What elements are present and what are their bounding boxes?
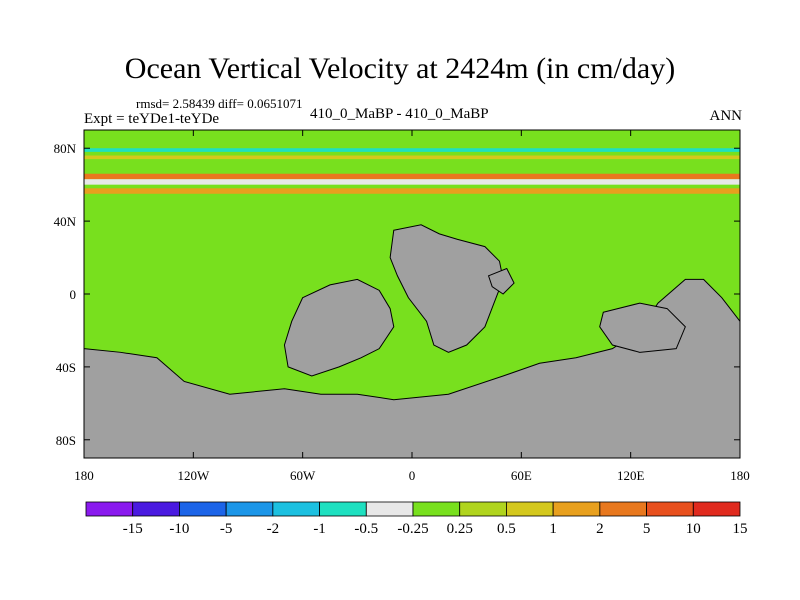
chart-title: Ocean Vertical Velocity at 2424m (in cm/… — [124, 52, 676, 85]
case-label: 410_0_MaBP - 410_0_MaBP — [310, 106, 489, 122]
colorbar-swatch — [132, 501, 180, 517]
colorbar-swatch — [459, 501, 507, 517]
colorbar-label: -5 — [220, 521, 233, 537]
land-arabia — [487, 267, 515, 295]
colorbar-label: 0.5 — [497, 521, 516, 537]
colorbar-swatch — [599, 501, 647, 517]
colorbar-swatch — [225, 501, 274, 517]
colorbar-label: -1 — [313, 521, 326, 537]
y-tick-label: 40N — [54, 214, 77, 229]
x-tick-label: 180 — [730, 468, 750, 483]
colorbar-label: 10 — [686, 521, 701, 537]
x-tick-label: 120E — [617, 468, 645, 483]
anomaly-band — [84, 155, 740, 160]
colorbar-swatch — [179, 501, 227, 517]
colorbar-swatch — [646, 501, 694, 517]
experiment-label: Expt = teYDe1-teYDe — [84, 111, 220, 127]
anomaly-band — [84, 179, 740, 185]
x-tick-label: 120W — [177, 468, 210, 483]
colorbar-swatch — [506, 501, 554, 517]
colorbar-label: 15 — [733, 521, 748, 537]
x-tick-label: 0 — [409, 468, 416, 483]
colorbar-label: -2 — [267, 521, 280, 537]
colorbar-label: 5 — [643, 521, 651, 537]
land-australia — [599, 302, 686, 353]
colorbar-swatch — [365, 501, 414, 517]
colorbar-label: -10 — [169, 521, 189, 537]
colorbar-swatch — [412, 501, 461, 517]
land-antarctica — [84, 278, 740, 458]
x-tick-label: 60E — [511, 468, 532, 483]
season-label: ANN — [709, 108, 743, 124]
y-tick-label: 0 — [70, 287, 77, 302]
colorbar-label: 2 — [596, 521, 604, 537]
colorbar-label: -15 — [123, 521, 143, 537]
colorbar-swatch — [319, 501, 367, 517]
land-africa — [389, 224, 504, 353]
colorbar-label: -0.5 — [354, 521, 378, 537]
colorbar-label: 1 — [549, 521, 557, 537]
stats-label: rmsd= 2.58439 diff= 0.0651071 — [136, 96, 303, 111]
anomaly-band — [84, 148, 740, 152]
x-tick-label: 180 — [74, 468, 94, 483]
colorbar-swatch — [272, 501, 320, 517]
colorbar-label: -0.25 — [397, 521, 428, 537]
anomaly-band — [84, 173, 740, 180]
colorbar: -15 -10 -5 -2 -1 -0.5 -0.25 0.25 0.5 1 2 5 10 15 — [85, 501, 748, 537]
land-south-america — [283, 278, 395, 377]
y-tick-label: 40S — [56, 360, 76, 375]
colorbar-swatch — [552, 501, 601, 517]
y-tick-label: 80S — [56, 433, 76, 448]
plot-area — [84, 130, 740, 458]
y-tick-label: 80N — [54, 141, 77, 156]
colorbar-swatch — [85, 501, 134, 517]
x-tick-label: 60W — [290, 468, 316, 483]
colorbar-label: 0.25 — [447, 521, 473, 537]
anomaly-band — [84, 188, 740, 194]
colorbar-swatch — [692, 501, 741, 517]
axis-ticks: 180 120W 60W 0 60E 120E 180 80N 40N 0 40S 80S — [54, 130, 750, 483]
